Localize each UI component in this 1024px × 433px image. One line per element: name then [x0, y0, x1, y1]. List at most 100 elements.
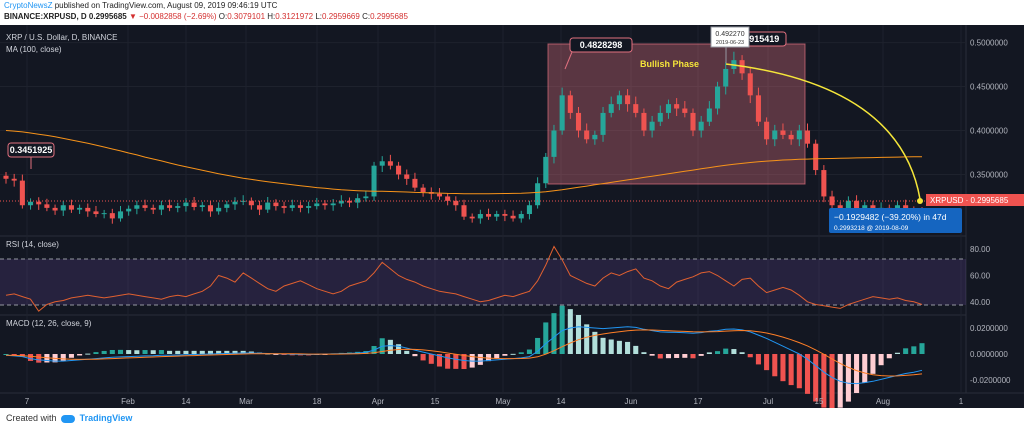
- macd-hist-bar: [878, 354, 884, 366]
- candle-body: [404, 174, 410, 179]
- candle: [257, 200, 263, 216]
- macd-hist-bar: [3, 354, 9, 355]
- macd-hist-bar: [919, 343, 925, 354]
- candle-body: [216, 207, 222, 212]
- down-arrow-icon: ▼: [128, 12, 137, 21]
- candle-body: [608, 104, 614, 113]
- macd-hist-bar: [44, 354, 50, 363]
- candle-body: [412, 178, 418, 188]
- candle-body: [592, 134, 598, 140]
- macd-hist-bar: [796, 354, 802, 389]
- macd-hist-bar: [240, 350, 246, 354]
- macd-hist-bar: [273, 354, 279, 355]
- candle: [346, 197, 353, 208]
- candle-body: [183, 202, 189, 207]
- x-tick-label: Aug: [876, 397, 890, 406]
- author-link[interactable]: CryptoNewsZ: [4, 1, 53, 10]
- candle-body: [641, 112, 647, 131]
- candle-body: [845, 200, 851, 210]
- candle: [232, 197, 238, 210]
- candle: [85, 203, 91, 217]
- bullish-phase-label: Bullish Phase: [640, 59, 699, 69]
- ohlc-low: L:0.2959669: [315, 12, 360, 21]
- candle-body: [273, 202, 279, 207]
- macd-hist-bar: [657, 354, 663, 359]
- candle: [584, 123, 590, 144]
- candle-body: [142, 205, 148, 208]
- tradingview-brand[interactable]: TradingView: [79, 413, 133, 423]
- candle-body: [600, 112, 606, 135]
- candle-body: [60, 205, 66, 211]
- candle: [494, 210, 500, 221]
- candle-body: [526, 205, 532, 215]
- candle-body: [436, 193, 442, 197]
- macd-hist-bar: [690, 354, 696, 359]
- macd-tick-label: -0.0200000: [970, 376, 1011, 385]
- candle: [150, 204, 156, 214]
- macd-hist-bar: [682, 354, 688, 358]
- candle: [101, 209, 107, 219]
- candle-body: [355, 198, 361, 203]
- price-tick-label: 0.3500000: [970, 170, 1008, 179]
- candle-body: [788, 134, 794, 140]
- macd-title: MACD (12, 26, close, 9): [6, 319, 92, 328]
- macd-hist-bar: [420, 354, 426, 361]
- crosshair-tooltip: 0.492270 2019-06-23: [710, 26, 750, 63]
- macd-histogram: [3, 305, 925, 408]
- candle: [674, 98, 680, 116]
- candle-body: [903, 205, 909, 210]
- candle: [265, 197, 271, 213]
- chart-canvas[interactable]: Bullish Phase 0.3451925 0.4828298 0.4915…: [0, 25, 1024, 408]
- macd-hist-bar: [486, 354, 492, 362]
- candle-body: [755, 95, 761, 122]
- label-peak1-callout: 0.4828298: [564, 37, 633, 70]
- candle-body: [117, 211, 124, 219]
- candle: [600, 107, 606, 142]
- candle-body: [134, 205, 140, 209]
- candle-body: [453, 200, 459, 206]
- candle-body: [175, 206, 181, 208]
- candle-body: [265, 202, 271, 210]
- candle: [297, 201, 303, 213]
- candle-body: [551, 130, 557, 157]
- candle-body: [747, 73, 753, 96]
- measure-line1: −0.1929482 (−39.20%) in 47d: [834, 212, 947, 222]
- candle: [682, 101, 688, 118]
- candle-body: [289, 205, 295, 208]
- candle: [445, 193, 451, 206]
- macd-hist-bar: [543, 322, 549, 354]
- candle-body: [625, 95, 631, 105]
- candle: [649, 115, 655, 138]
- candle-body: [469, 216, 475, 219]
- candle: [608, 96, 614, 118]
- macd-hist-bar: [445, 354, 451, 369]
- candle: [772, 124, 778, 147]
- macd-hist-bar: [911, 346, 917, 354]
- rsi-pane: RSI (14, close): [0, 240, 966, 312]
- macd-hist-bar: [665, 354, 671, 359]
- x-tick-label: 14: [557, 397, 566, 406]
- candle-body: [199, 205, 205, 207]
- candle-body: [281, 206, 287, 208]
- candle: [36, 197, 42, 210]
- candle-body: [862, 205, 868, 210]
- candle: [690, 108, 696, 137]
- candle-body: [28, 201, 34, 206]
- candle: [764, 117, 770, 145]
- macd-hist-bar: [854, 354, 860, 394]
- candle: [715, 81, 721, 115]
- publish-line: CryptoNewsZ published on TradingView.com…: [4, 1, 277, 10]
- candle-body: [420, 187, 426, 193]
- macd-hist-bar: [183, 350, 189, 354]
- candle: [11, 173, 17, 187]
- x-tick-label: 18: [313, 397, 322, 406]
- candle: [404, 169, 410, 185]
- macd-hist-bar: [731, 349, 737, 354]
- candle: [44, 198, 50, 212]
- candle-body: [518, 214, 524, 219]
- x-tick-label: 7: [25, 397, 30, 406]
- candle: [477, 209, 483, 224]
- candle-body: [682, 108, 688, 113]
- candle: [616, 90, 622, 111]
- candle: [486, 208, 492, 220]
